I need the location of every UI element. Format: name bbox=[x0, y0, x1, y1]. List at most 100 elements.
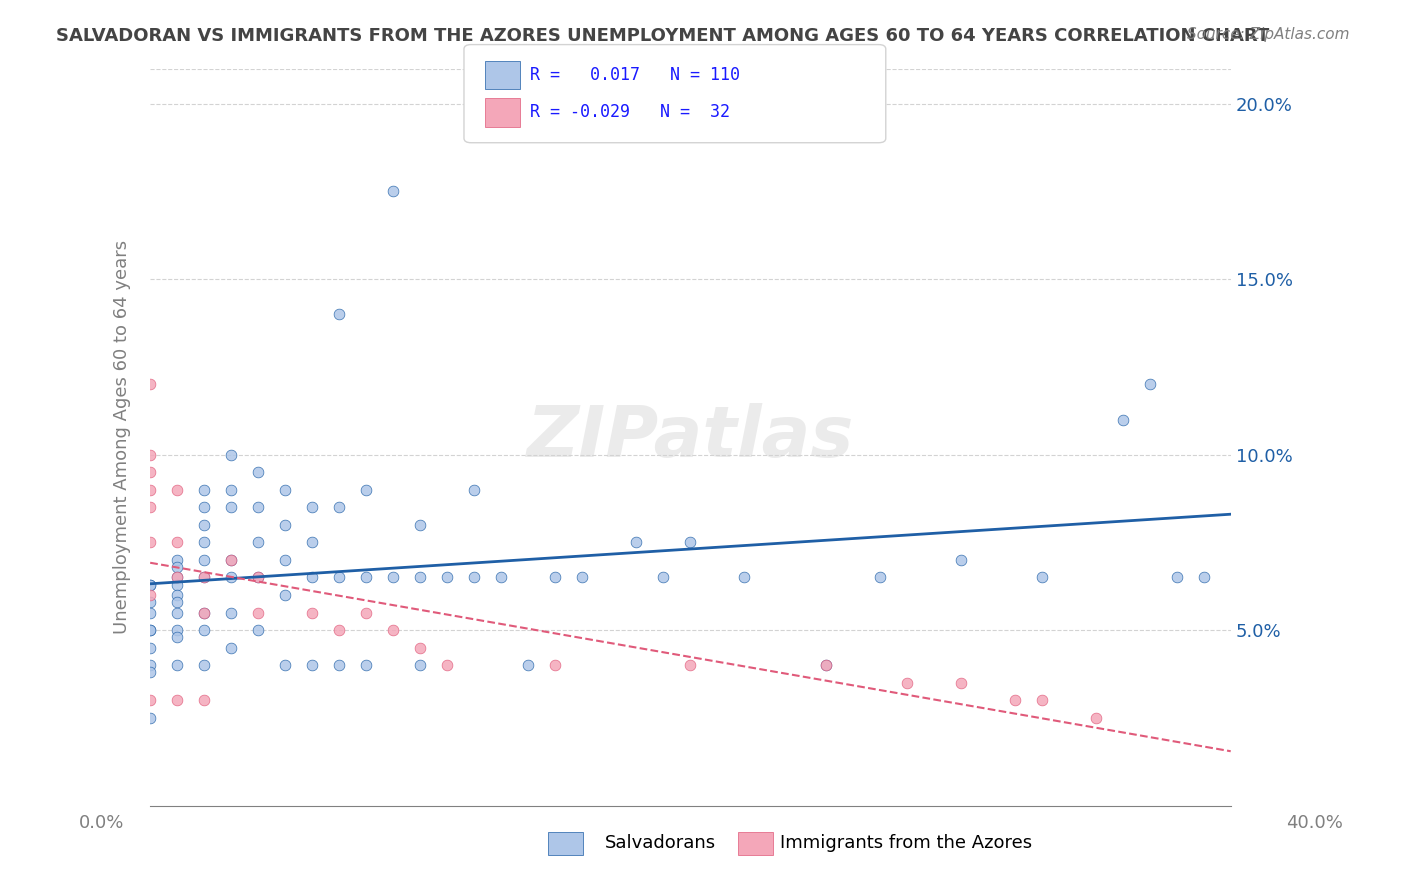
Point bbox=[193, 553, 215, 567]
Point bbox=[463, 483, 485, 497]
Point bbox=[814, 658, 837, 673]
Point bbox=[869, 570, 891, 584]
Point bbox=[571, 570, 593, 584]
Point bbox=[409, 658, 432, 673]
Point bbox=[247, 500, 270, 515]
Point bbox=[139, 577, 162, 591]
Point bbox=[139, 693, 162, 707]
Point bbox=[139, 465, 162, 479]
Point bbox=[193, 500, 215, 515]
Point bbox=[274, 588, 297, 602]
Point bbox=[517, 658, 540, 673]
Point bbox=[139, 640, 162, 655]
Point bbox=[436, 658, 458, 673]
Point bbox=[328, 570, 350, 584]
Point bbox=[436, 570, 458, 584]
Point bbox=[166, 588, 188, 602]
Point bbox=[247, 570, 270, 584]
Point bbox=[328, 307, 350, 321]
Y-axis label: Unemployment Among Ages 60 to 64 years: Unemployment Among Ages 60 to 64 years bbox=[114, 240, 131, 634]
Point bbox=[1004, 693, 1026, 707]
Text: Source: ZipAtlas.com: Source: ZipAtlas.com bbox=[1187, 27, 1350, 42]
Point bbox=[463, 570, 485, 584]
Point bbox=[193, 623, 215, 637]
Point bbox=[166, 553, 188, 567]
Point bbox=[139, 577, 162, 591]
Point bbox=[382, 623, 405, 637]
Point bbox=[274, 553, 297, 567]
Text: 0.0%: 0.0% bbox=[79, 814, 124, 831]
Point bbox=[274, 658, 297, 673]
Point bbox=[139, 377, 162, 392]
Point bbox=[219, 570, 242, 584]
Point bbox=[139, 535, 162, 549]
Point bbox=[139, 588, 162, 602]
Point bbox=[544, 658, 567, 673]
Point bbox=[166, 535, 188, 549]
Point bbox=[301, 606, 323, 620]
Point bbox=[166, 623, 188, 637]
Point bbox=[1139, 377, 1161, 392]
Point bbox=[139, 500, 162, 515]
Text: SALVADORAN VS IMMIGRANTS FROM THE AZORES UNEMPLOYMENT AMONG AGES 60 TO 64 YEARS : SALVADORAN VS IMMIGRANTS FROM THE AZORES… bbox=[56, 27, 1270, 45]
Point bbox=[814, 658, 837, 673]
Point bbox=[1166, 570, 1188, 584]
Point bbox=[166, 570, 188, 584]
Point bbox=[356, 570, 378, 584]
Point bbox=[166, 630, 188, 644]
Point bbox=[356, 483, 378, 497]
Point bbox=[328, 658, 350, 673]
Point bbox=[652, 570, 675, 584]
Point bbox=[166, 595, 188, 609]
Point bbox=[247, 570, 270, 584]
Point bbox=[166, 570, 188, 584]
Point bbox=[301, 570, 323, 584]
Point bbox=[139, 658, 162, 673]
Point bbox=[356, 606, 378, 620]
Point bbox=[219, 553, 242, 567]
Point bbox=[219, 483, 242, 497]
Point bbox=[409, 517, 432, 532]
Point bbox=[409, 570, 432, 584]
Point bbox=[247, 606, 270, 620]
Point bbox=[193, 658, 215, 673]
Point bbox=[139, 595, 162, 609]
Point bbox=[219, 640, 242, 655]
Point bbox=[626, 535, 648, 549]
Point bbox=[409, 640, 432, 655]
Point bbox=[166, 560, 188, 574]
Point bbox=[1111, 412, 1133, 426]
Point bbox=[193, 693, 215, 707]
Point bbox=[193, 570, 215, 584]
Point bbox=[166, 483, 188, 497]
Text: Immigrants from the Azores: Immigrants from the Azores bbox=[780, 834, 1032, 852]
Point bbox=[544, 570, 567, 584]
Point bbox=[139, 665, 162, 680]
Point bbox=[139, 623, 162, 637]
Point bbox=[896, 675, 918, 690]
Point bbox=[166, 606, 188, 620]
Point bbox=[166, 693, 188, 707]
Point bbox=[139, 711, 162, 725]
Point bbox=[1031, 693, 1053, 707]
Point bbox=[301, 535, 323, 549]
Point bbox=[328, 623, 350, 637]
Point bbox=[219, 606, 242, 620]
Point bbox=[193, 570, 215, 584]
Point bbox=[491, 570, 513, 584]
Point bbox=[139, 483, 162, 497]
Point bbox=[247, 465, 270, 479]
Point bbox=[328, 500, 350, 515]
Text: R =   0.017   N = 110: R = 0.017 N = 110 bbox=[530, 66, 740, 84]
Point bbox=[219, 448, 242, 462]
Point bbox=[949, 553, 972, 567]
Point bbox=[219, 500, 242, 515]
Point bbox=[193, 517, 215, 532]
Point bbox=[193, 606, 215, 620]
Point bbox=[166, 658, 188, 673]
Point bbox=[247, 623, 270, 637]
Point bbox=[193, 483, 215, 497]
Point bbox=[139, 623, 162, 637]
Point bbox=[139, 606, 162, 620]
Text: R = -0.029   N =  32: R = -0.029 N = 32 bbox=[530, 103, 730, 121]
